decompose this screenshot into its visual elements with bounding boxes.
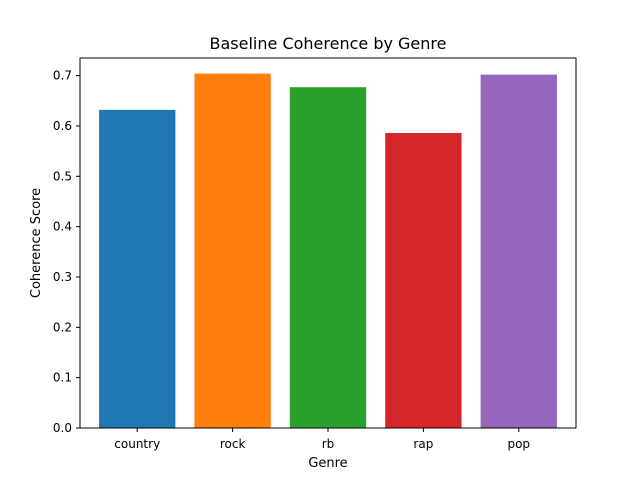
y-tick-label: 0.6 [53, 119, 72, 133]
y-tick-label: 0.0 [53, 421, 72, 435]
bars-layer [99, 73, 557, 429]
y-tick-label: 0.3 [53, 270, 72, 284]
bar-rap [385, 133, 462, 428]
bar-rb [289, 87, 367, 429]
bar-country [99, 109, 176, 428]
x-tick-label-country: country [114, 437, 160, 451]
chart-title: Baseline Coherence by Genre [210, 34, 447, 53]
y-axis-ticks: 0.0 0.1 0.2 0.3 0.4 0.5 0.6 0.7 [53, 69, 80, 435]
plot-area-frame [79, 57, 577, 429]
x-axis-ticks: country rock rb rap pop [114, 428, 530, 451]
x-axis-label: Genre [308, 456, 347, 471]
y-axis-label: Coherence Score [29, 188, 44, 298]
x-tick-label-rock: rock [220, 437, 246, 451]
y-tick-label: 0.7 [53, 69, 72, 83]
x-tick-label-rap: rap [413, 437, 433, 451]
y-tick-label: 0.5 [53, 169, 72, 183]
bar-rock [194, 73, 271, 429]
y-tick-label: 0.2 [53, 320, 72, 334]
x-tick-label-rb: rb [322, 437, 335, 451]
y-tick-label: 0.4 [53, 220, 72, 234]
x-tick-label-pop: pop [507, 437, 530, 451]
y-tick-label: 0.1 [53, 371, 72, 385]
bar-pop [480, 74, 557, 428]
